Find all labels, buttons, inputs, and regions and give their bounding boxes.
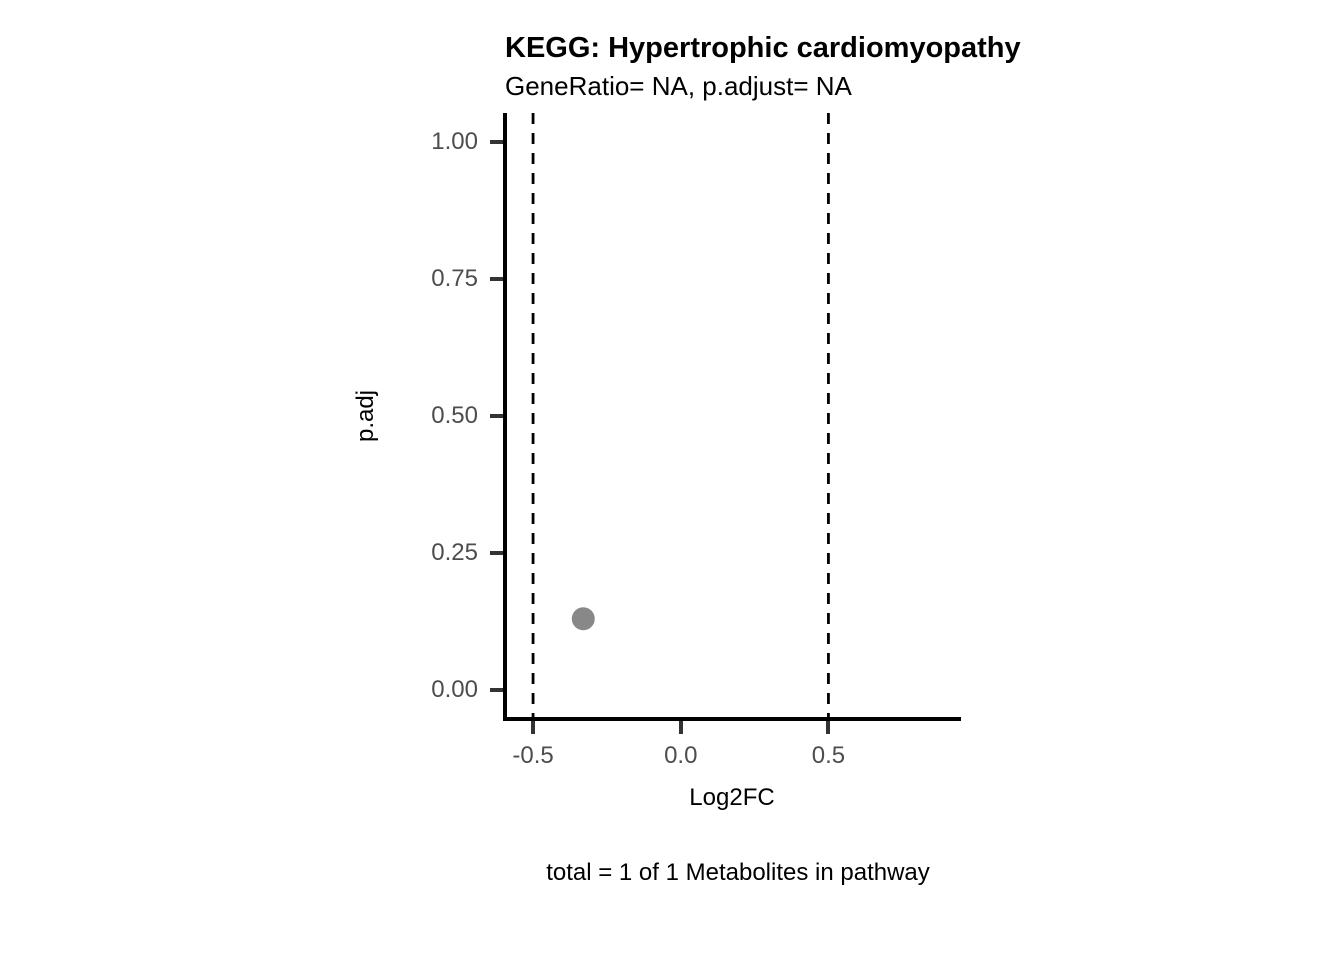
x-tick: [531, 721, 536, 734]
x-axis-line: [503, 717, 961, 721]
x-tick-label: 0.5: [811, 742, 846, 769]
y-tick: [490, 140, 503, 145]
x-axis-title: Log2FC: [689, 784, 775, 811]
y-tick-label: 0.50: [431, 402, 478, 429]
y-tick-label: 0.00: [431, 675, 478, 703]
y-tick: [490, 414, 503, 418]
data-point: [571, 607, 595, 631]
x-tick-label: 0.0: [664, 742, 698, 769]
y-tick-label: 0.25: [431, 538, 478, 566]
y-tick-label: 1.00: [431, 128, 478, 156]
y-tick-label: 0.75: [431, 265, 478, 293]
x-tick: [826, 721, 831, 734]
y-tick: [490, 550, 503, 555]
chart-subtitle: GeneRatio= NA, p.adjust= NA: [505, 71, 852, 101]
y-tick: [490, 277, 503, 282]
x-tick-label: -0.5: [512, 742, 554, 769]
x-tick: [678, 721, 683, 734]
caption: total = 1 of 1 Metabolites in pathway: [546, 859, 930, 886]
chart-title: KEGG: Hypertrophic cardiomyopathy: [505, 32, 1021, 64]
y-tick: [490, 687, 503, 692]
y-axis-line: [503, 113, 507, 721]
